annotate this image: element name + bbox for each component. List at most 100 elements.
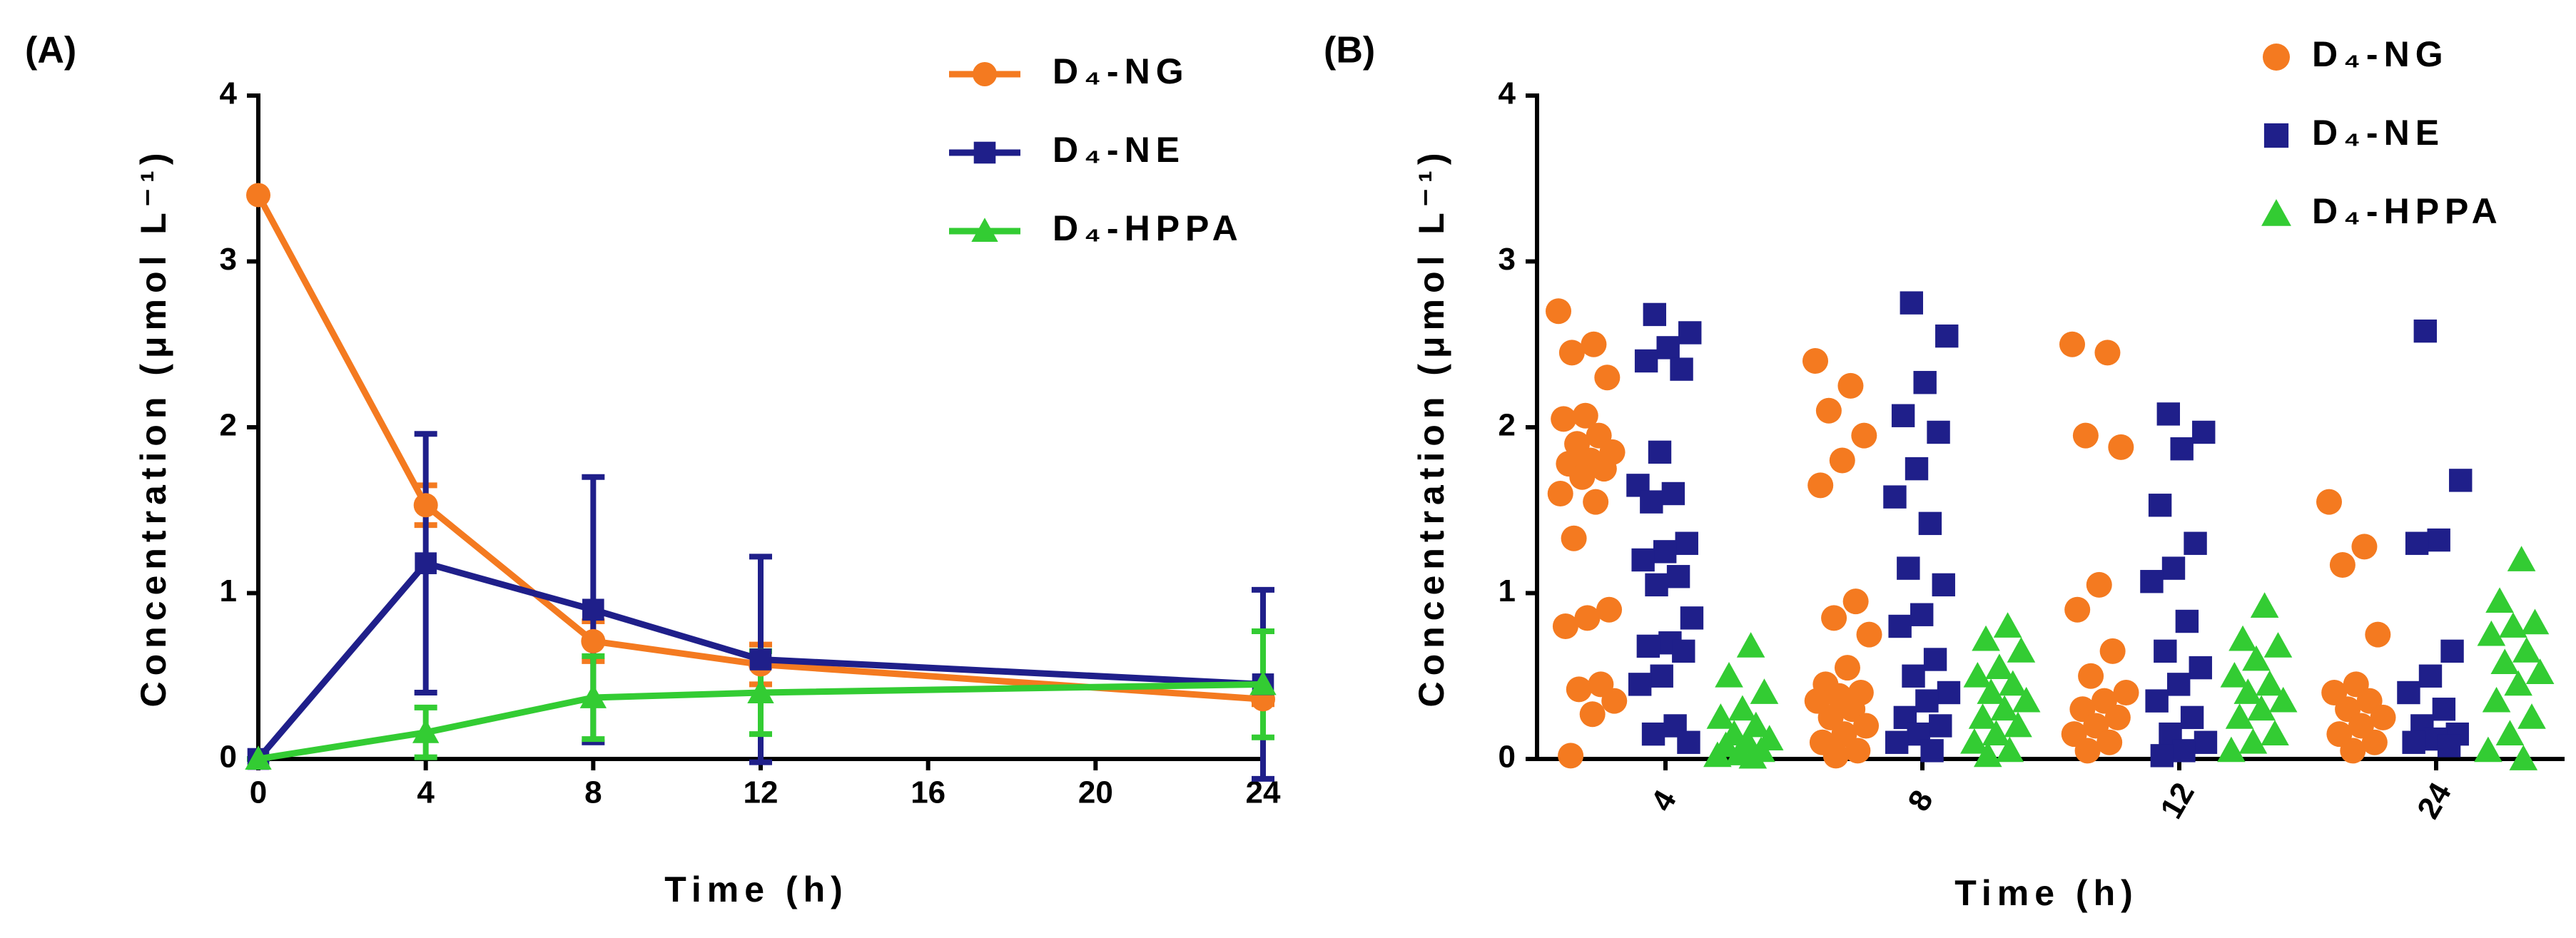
point: [2247, 695, 2276, 721]
point: [1972, 625, 2000, 651]
y-axis-title: Concentration (μmol L⁻¹): [133, 147, 173, 707]
point: [1569, 464, 1596, 490]
point: [1807, 472, 1834, 499]
point: [2220, 661, 2249, 688]
legend-label: D₄-NG: [2312, 34, 2449, 74]
point: [1591, 456, 1617, 482]
point: [2512, 637, 2541, 663]
point: [1643, 302, 1666, 327]
point: [2525, 658, 2555, 684]
panel-label: (A): [25, 30, 76, 71]
point: [2104, 704, 2131, 730]
point: [1558, 340, 1585, 366]
point: [412, 719, 440, 743]
point: [2340, 738, 2366, 764]
point: [1802, 348, 1828, 374]
x-tick-label: 4: [1644, 784, 1683, 817]
legend-marker: [971, 218, 998, 242]
point: [1856, 621, 1882, 648]
point: [1677, 730, 1700, 754]
point: [2184, 531, 2207, 555]
point: [2194, 730, 2218, 754]
point: [246, 183, 270, 208]
x-axis-title: Time (h): [1954, 873, 2139, 913]
point: [2108, 434, 2134, 460]
point: [1982, 720, 2011, 745]
point: [1581, 331, 1607, 357]
point: [1546, 298, 1571, 325]
point: [2059, 331, 2085, 357]
point: [1666, 565, 1690, 588]
point: [1937, 680, 1961, 705]
point: [2520, 608, 2550, 635]
point: [747, 679, 774, 703]
point: [2495, 720, 2525, 745]
point: [2150, 744, 2174, 768]
point: [1815, 397, 1842, 424]
point: [1900, 291, 1923, 315]
point: [1853, 713, 1880, 739]
point: [2485, 587, 2514, 613]
panel-label: (B): [1324, 30, 1375, 71]
point: [2072, 422, 2099, 449]
point: [1963, 661, 1992, 688]
point: [2012, 686, 2041, 713]
x-tick-label: 4: [417, 775, 435, 810]
point: [2432, 698, 2456, 721]
x-tick-label: 8: [584, 775, 602, 810]
point: [1706, 703, 1735, 729]
point: [2170, 437, 2194, 461]
y-tick-label: 2: [1499, 408, 1516, 443]
point: [581, 628, 606, 653]
point: [2161, 556, 2186, 580]
point: [1918, 511, 1942, 536]
point: [2004, 711, 2032, 738]
legend-label: D₄-HPPA: [1053, 208, 1244, 248]
point: [2405, 531, 2429, 555]
point: [1551, 406, 1577, 432]
point: [2099, 638, 2126, 664]
legend-marker: [2263, 123, 2289, 148]
point: [1594, 365, 1621, 391]
legend-marker: [973, 141, 996, 164]
point: [2490, 648, 2520, 674]
point: [1672, 639, 1695, 663]
legend-label: D₄-NE: [2312, 113, 2445, 153]
point: [2175, 609, 2199, 633]
point: [2064, 596, 2091, 623]
y-tick-label: 3: [220, 242, 237, 277]
point: [1923, 648, 1947, 671]
legend-label: D₄-NE: [1053, 130, 1185, 170]
point: [1645, 573, 1668, 597]
point: [1960, 728, 1989, 754]
point: [2228, 625, 2257, 651]
point: [1566, 676, 1592, 703]
point: [1999, 670, 2027, 696]
point: [2145, 689, 2169, 713]
point: [1915, 689, 1939, 713]
point: [2517, 703, 2546, 729]
point: [1670, 357, 1693, 381]
legend-marker: [2261, 199, 2291, 226]
point: [2113, 680, 2139, 705]
point: [2402, 730, 2425, 754]
y-tick-label: 1: [1499, 573, 1516, 608]
point: [1641, 722, 1665, 746]
y-tick-label: 4: [1499, 76, 1516, 111]
point: [1738, 743, 1768, 769]
point: [1829, 447, 1855, 474]
point: [1634, 349, 1658, 373]
point: [2351, 534, 2378, 560]
point: [2437, 734, 2461, 758]
point: [1661, 481, 1685, 506]
point: [1929, 714, 1952, 738]
point: [2474, 736, 2503, 763]
x-axis-title: Time (h): [664, 870, 848, 909]
point: [1249, 671, 1277, 695]
point: [1579, 701, 1606, 728]
point: [2250, 592, 2279, 618]
x-tick-label: 12: [744, 775, 779, 810]
point: [1995, 736, 2024, 763]
point: [2074, 738, 2101, 764]
point: [2180, 705, 2204, 730]
